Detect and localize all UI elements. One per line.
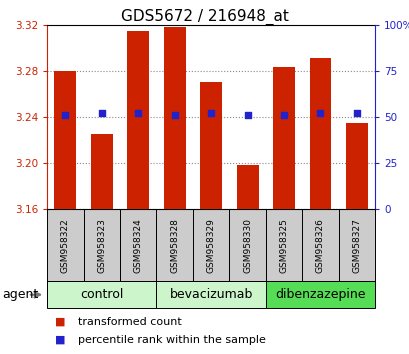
Bar: [200, 82, 222, 209]
Bar: [338, 209, 374, 281]
Point: [353, 110, 360, 116]
Bar: [54, 71, 76, 209]
Bar: [309, 58, 330, 209]
Text: GSM958329: GSM958329: [206, 218, 215, 273]
Text: GSM958323: GSM958323: [97, 218, 106, 273]
Bar: [47, 209, 83, 281]
Bar: [345, 122, 367, 209]
Text: ■: ■: [55, 317, 66, 327]
Bar: [156, 209, 193, 281]
Bar: [47, 281, 156, 308]
Point: [280, 112, 287, 118]
Text: GSM958328: GSM958328: [170, 218, 179, 273]
Bar: [236, 165, 258, 209]
Text: GSM958322: GSM958322: [61, 218, 70, 273]
Text: dibenzazepine: dibenzazepine: [274, 288, 365, 301]
Text: GDS5672 / 216948_at: GDS5672 / 216948_at: [121, 9, 288, 25]
Text: bevacizumab: bevacizumab: [169, 288, 252, 301]
Text: control: control: [80, 288, 123, 301]
Point: [244, 112, 250, 118]
Bar: [120, 209, 156, 281]
Bar: [127, 30, 149, 209]
Text: percentile rank within the sample: percentile rank within the sample: [78, 335, 265, 345]
Bar: [91, 134, 112, 209]
Bar: [83, 209, 120, 281]
Text: GSM958326: GSM958326: [315, 218, 324, 273]
Bar: [229, 209, 265, 281]
Point: [98, 110, 105, 116]
Bar: [265, 209, 301, 281]
Point: [171, 112, 178, 118]
Point: [317, 110, 323, 116]
Text: transformed count: transformed count: [78, 317, 181, 327]
Text: agent: agent: [2, 288, 38, 301]
Bar: [265, 281, 374, 308]
Point: [207, 110, 214, 116]
Text: GSM958324: GSM958324: [133, 218, 142, 273]
Point: [62, 112, 68, 118]
Text: ■: ■: [55, 335, 66, 345]
Bar: [193, 209, 229, 281]
Text: GSM958325: GSM958325: [279, 218, 288, 273]
Text: GSM958330: GSM958330: [243, 218, 252, 273]
Text: GSM958327: GSM958327: [352, 218, 361, 273]
Point: [135, 110, 141, 116]
Bar: [156, 281, 265, 308]
Bar: [272, 67, 294, 209]
Bar: [163, 27, 185, 209]
Bar: [301, 209, 338, 281]
